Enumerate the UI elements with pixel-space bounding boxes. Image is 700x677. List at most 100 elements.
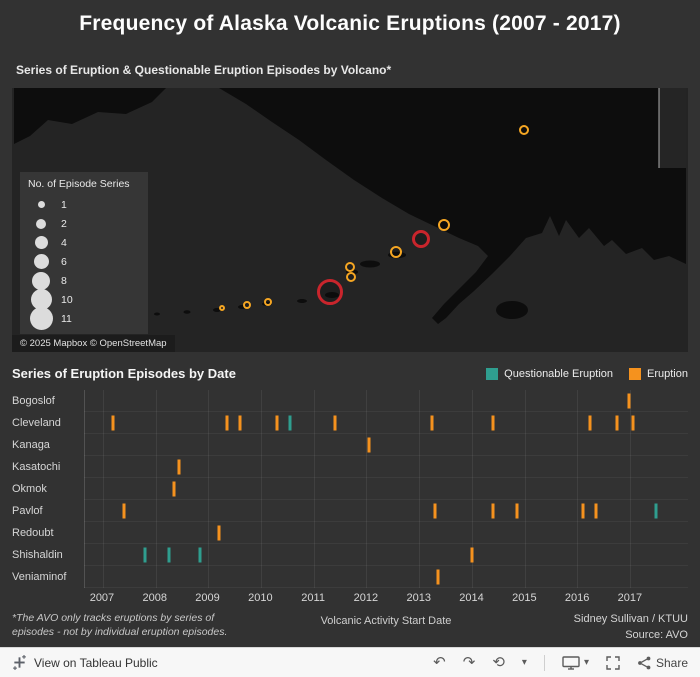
eruption-tick[interactable] — [581, 503, 585, 519]
volcano-marker-orange[interactable] — [518, 124, 529, 135]
volcano-marker-orange[interactable] — [345, 272, 356, 283]
eruption-tick[interactable] — [433, 503, 437, 519]
author-credit: Sidney Sullivan / KTUU — [573, 613, 688, 625]
x-axis-title: Volcanic Activity Start Date — [320, 615, 452, 627]
eruption-tick[interactable] — [167, 547, 171, 563]
eruption-tick[interactable] — [631, 415, 635, 431]
legend-size-circle-icon — [36, 218, 46, 229]
volcano-label: Bogoslof — [12, 395, 55, 407]
source-credit: Source: AVO — [625, 629, 688, 641]
year-tick-label: 2016 — [564, 592, 590, 604]
year-gridline — [630, 390, 632, 588]
year-tick-label: 2009 — [195, 592, 220, 604]
toolbar-actions: ↶ ↷ ⟲ ▾ — [433, 655, 527, 670]
map-attribution[interactable]: © 2025 Mapbox © OpenStreetMap — [12, 335, 175, 352]
eruption-tick[interactable] — [491, 503, 495, 519]
eruption-tick[interactable] — [143, 547, 147, 563]
map-legend-row[interactable]: 2 — [28, 214, 140, 233]
toolbar-divider — [543, 654, 545, 671]
volcano-marker-orange[interactable] — [389, 245, 402, 258]
eruption-tick[interactable] — [615, 415, 619, 431]
legend-item-questionable[interactable]: Questionable Eruption — [486, 367, 614, 380]
legend-size-label: 11 — [61, 312, 72, 325]
eruption-tick[interactable] — [217, 525, 221, 541]
eruption-tick[interactable] — [238, 415, 242, 431]
eruption-tick[interactable] — [288, 415, 292, 431]
eruption-tick[interactable] — [367, 437, 371, 453]
undo-icon[interactable]: ↶ — [433, 654, 446, 671]
map-size-legend: No. of Episode Series 1 2 4 6 8 10 11 — [20, 172, 148, 334]
map-legend-row[interactable]: 11 — [28, 307, 140, 330]
map-legend-row[interactable]: 6 — [28, 252, 140, 271]
fullscreen-button[interactable] — [606, 655, 620, 670]
year-gridline — [366, 390, 368, 588]
eruption-tick[interactable] — [588, 415, 592, 431]
eruption-tick[interactable] — [172, 481, 176, 497]
volcano-marker-orange[interactable] — [219, 304, 226, 311]
volcano-marker-orange[interactable] — [264, 298, 273, 307]
eruption-swatch-icon — [629, 367, 642, 380]
eruption-tick[interactable] — [594, 503, 598, 519]
eruption-tick[interactable] — [430, 415, 434, 431]
eruption-tick[interactable] — [515, 503, 519, 519]
eruption-tick[interactable] — [627, 393, 631, 409]
year-gridline — [261, 390, 263, 588]
year-tick-label: 2010 — [248, 592, 273, 604]
toolbar-right-actions: ▾ Share — [562, 655, 688, 670]
legend-size-label: 8 — [61, 274, 67, 287]
page-title: Frequency of Alaska Volcanic Eruptions (… — [79, 12, 621, 35]
year-tick-label: 2011 — [301, 592, 325, 604]
volcano-marker-red[interactable] — [411, 230, 430, 248]
credits: Sidney Sullivan / KTUU Source: AVO — [574, 611, 688, 643]
volcano-label: Veniaminof — [12, 571, 67, 583]
year-gridline — [102, 390, 104, 588]
alaska-map[interactable]: No. of Episode Series 1 2 4 6 8 10 11 © 2025 M… — [12, 88, 688, 352]
volcano-marker-orange[interactable] — [437, 219, 450, 232]
eruption-tick[interactable] — [177, 459, 181, 475]
more-options-caret-icon[interactable]: ▾ — [521, 656, 527, 668]
map-legend-row[interactable]: 1 — [28, 195, 140, 214]
year-tick-label: 2014 — [459, 592, 484, 604]
legend-size-label: 4 — [61, 236, 67, 249]
volcano-label: Redoubt — [12, 527, 54, 539]
map-legend-rows: 1 2 4 6 8 10 11 — [28, 195, 140, 330]
volcano-marker-orange[interactable] — [345, 261, 355, 272]
timeline-plot — [84, 390, 688, 588]
share-button[interactable]: Share — [637, 656, 688, 670]
view-on-tableau-public-link[interactable]: View on Tableau Public — [12, 655, 158, 670]
year-gridline — [419, 390, 421, 588]
eruption-tick[interactable] — [225, 415, 229, 431]
map-legend-title: No. of Episode Series — [28, 178, 130, 190]
legend-item-eruption[interactable]: Eruption — [629, 367, 688, 380]
map-legend-row[interactable]: 4 — [28, 233, 140, 252]
device-layout-button[interactable]: ▾ — [562, 655, 589, 670]
legend-size-label: 1 — [61, 198, 67, 211]
volcano-label: Cleveland — [12, 417, 61, 429]
legend-size-circle-icon — [34, 236, 48, 249]
reset-icon[interactable]: ⟲ — [492, 654, 505, 671]
brand-label: View on Tableau Public — [34, 655, 158, 670]
legend-size-circle-icon — [37, 201, 45, 208]
eruption-tick[interactable] — [436, 569, 440, 585]
volcano-label: Okmok — [12, 483, 47, 495]
eruption-tick[interactable] — [122, 503, 126, 519]
eruption-tick[interactable] — [470, 547, 474, 563]
volcano-marker-orange[interactable] — [243, 301, 252, 309]
map-legend-row[interactable]: 10 — [28, 289, 140, 310]
volcano-marker-red[interactable] — [316, 279, 343, 306]
timeline-chart: Bogoslof Cleveland Kanaga Kasatochi Okmok Pav… — [12, 390, 688, 588]
legend-size-label: 10 — [61, 293, 73, 306]
eruption-tick[interactable] — [198, 547, 202, 563]
eruption-tick[interactable] — [333, 415, 337, 431]
year-tick-label: 2013 — [406, 592, 431, 604]
eruption-tick[interactable] — [654, 503, 658, 519]
footnote-line2: episodes - not by individual eruption ep… — [12, 626, 228, 638]
eruption-tick[interactable] — [491, 415, 495, 431]
legend-label: Questionable Eruption — [504, 367, 614, 380]
redo-icon[interactable]: ↷ — [462, 654, 476, 671]
year-gridline — [577, 390, 579, 588]
eruption-tick[interactable] — [275, 415, 279, 431]
eruption-tick[interactable] — [111, 415, 115, 431]
map-legend-row[interactable]: 8 — [28, 271, 140, 290]
